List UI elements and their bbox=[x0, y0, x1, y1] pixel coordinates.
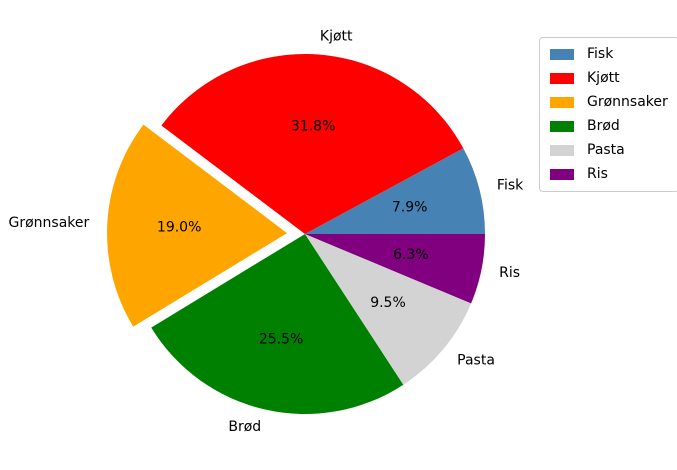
legend-label-fisk: Fisk bbox=[587, 46, 614, 62]
category-label-brod: Brød bbox=[228, 419, 261, 435]
legend-swatch-pasta bbox=[550, 145, 574, 156]
legend-label-pasta: Pasta bbox=[587, 142, 625, 158]
legend-label-brod: Brød bbox=[587, 118, 620, 134]
pie-slice-pasta bbox=[305, 234, 472, 385]
legend-entry-ris: Ris bbox=[550, 166, 668, 183]
category-label-gronnsaker: Grønnsaker bbox=[8, 215, 89, 231]
pie-slice-kjott bbox=[161, 53, 464, 234]
legend: Fisk Kjøtt Grønnsaker Brød Pasta Ris bbox=[539, 37, 677, 192]
legend-swatch-brod bbox=[550, 121, 574, 132]
legend-entry-kjott: Kjøtt bbox=[550, 70, 668, 87]
legend-entry-brod: Brød bbox=[550, 118, 668, 135]
legend-swatch-ris bbox=[550, 169, 574, 180]
legend-swatch-fisk bbox=[550, 49, 574, 60]
legend-entry-gronnsaker: Grønnsaker bbox=[550, 94, 668, 111]
legend-label-kjott: Kjøtt bbox=[587, 70, 620, 86]
pct-label-brod: 25.5% bbox=[259, 331, 303, 347]
pct-label-pasta: 9.5% bbox=[370, 295, 406, 311]
pct-label-ris: 6.3% bbox=[393, 247, 429, 263]
pct-label-kjott: 31.8% bbox=[291, 118, 335, 134]
category-label-ris: Ris bbox=[499, 265, 520, 281]
legend-label-gronnsaker: Grønnsaker bbox=[587, 94, 668, 110]
pie-slice-brod bbox=[151, 234, 404, 415]
pie-slice-gronnsaker bbox=[107, 124, 288, 327]
category-label-kjott: Kjøtt bbox=[320, 29, 353, 45]
legend-swatch-kjott bbox=[550, 73, 574, 84]
legend-label-ris: Ris bbox=[587, 166, 608, 182]
pie-slice-ris bbox=[305, 234, 485, 304]
category-label-pasta: Pasta bbox=[457, 353, 495, 369]
pct-label-gronnsaker: 19.0% bbox=[157, 220, 201, 236]
category-label-fisk: Fisk bbox=[497, 177, 524, 193]
legend-entry-fisk: Fisk bbox=[550, 46, 668, 63]
legend-swatch-gronnsaker bbox=[550, 97, 574, 108]
legend-entry-pasta: Pasta bbox=[550, 142, 668, 159]
pie-slice-fisk bbox=[305, 148, 485, 234]
pct-label-fisk: 7.9% bbox=[392, 199, 428, 215]
